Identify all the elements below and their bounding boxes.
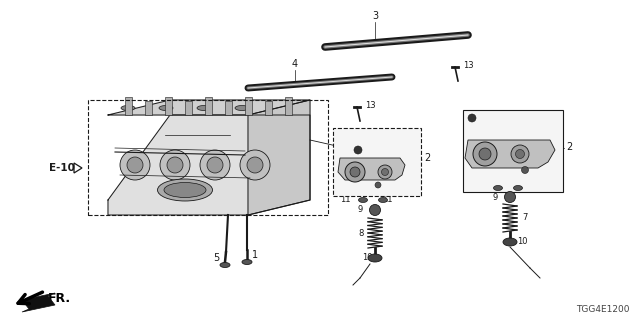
Circle shape [247, 157, 263, 173]
Ellipse shape [503, 238, 517, 246]
Circle shape [375, 182, 381, 188]
Ellipse shape [220, 262, 230, 268]
Text: FR.: FR. [48, 292, 71, 305]
Bar [205, 97, 212, 115]
Polygon shape [108, 100, 310, 115]
Text: —: — [360, 197, 367, 203]
Text: 11: 11 [464, 183, 474, 193]
Circle shape [381, 169, 388, 175]
Circle shape [345, 162, 365, 182]
Ellipse shape [358, 197, 367, 203]
Ellipse shape [493, 186, 502, 190]
Circle shape [120, 150, 150, 180]
Text: 13: 13 [365, 100, 376, 109]
Text: 12: 12 [366, 143, 376, 153]
Text: 7: 7 [522, 213, 527, 222]
Text: E-10: E-10 [49, 163, 75, 173]
Circle shape [200, 150, 230, 180]
Bar [333, 128, 421, 196]
Ellipse shape [242, 260, 252, 265]
Circle shape [473, 142, 497, 166]
Circle shape [468, 114, 476, 122]
Circle shape [167, 157, 183, 173]
Bar [88, 100, 328, 215]
Polygon shape [108, 115, 310, 215]
Bar [463, 110, 563, 192]
Text: —: — [484, 185, 491, 191]
Circle shape [511, 145, 529, 163]
Polygon shape [465, 140, 555, 168]
Bar [185, 101, 192, 115]
Text: 10: 10 [362, 253, 372, 262]
Text: 5: 5 [213, 253, 220, 263]
Text: 2: 2 [566, 142, 572, 152]
Ellipse shape [121, 106, 135, 110]
Text: 10: 10 [517, 237, 527, 246]
Circle shape [522, 166, 529, 173]
Polygon shape [248, 100, 310, 215]
Text: 9: 9 [492, 194, 497, 203]
Text: 3: 3 [372, 11, 378, 21]
Ellipse shape [378, 197, 387, 203]
Ellipse shape [235, 106, 249, 110]
Circle shape [207, 157, 223, 173]
Text: 4: 4 [292, 59, 298, 69]
Circle shape [504, 191, 515, 203]
Text: 11: 11 [382, 196, 392, 204]
Ellipse shape [157, 179, 212, 201]
Text: 9: 9 [357, 205, 362, 214]
Ellipse shape [159, 106, 173, 110]
Polygon shape [22, 293, 55, 312]
Circle shape [160, 150, 190, 180]
Circle shape [127, 157, 143, 173]
Text: 2: 2 [424, 153, 430, 163]
Bar [165, 97, 172, 115]
Bar [145, 101, 152, 115]
Ellipse shape [368, 254, 382, 262]
Polygon shape [338, 158, 405, 180]
Circle shape [378, 165, 392, 179]
Text: 11: 11 [500, 183, 511, 193]
Text: 13: 13 [463, 60, 474, 69]
Circle shape [350, 167, 360, 177]
Circle shape [240, 150, 270, 180]
Circle shape [515, 149, 525, 158]
Bar [225, 101, 232, 115]
Ellipse shape [164, 182, 206, 197]
Circle shape [479, 148, 491, 160]
Bar [285, 97, 292, 115]
Text: 11: 11 [340, 196, 351, 204]
Bar [245, 97, 252, 115]
Text: 12: 12 [480, 111, 490, 121]
Ellipse shape [513, 186, 522, 190]
Bar [125, 97, 132, 115]
Ellipse shape [197, 106, 211, 110]
Text: 6: 6 [533, 164, 538, 173]
Text: 8: 8 [358, 228, 364, 237]
Circle shape [369, 204, 381, 215]
Text: TGG4E1200: TGG4E1200 [577, 306, 630, 315]
Circle shape [354, 146, 362, 154]
Bar [265, 101, 272, 115]
Text: 6: 6 [386, 180, 392, 188]
Text: 1: 1 [252, 250, 258, 260]
